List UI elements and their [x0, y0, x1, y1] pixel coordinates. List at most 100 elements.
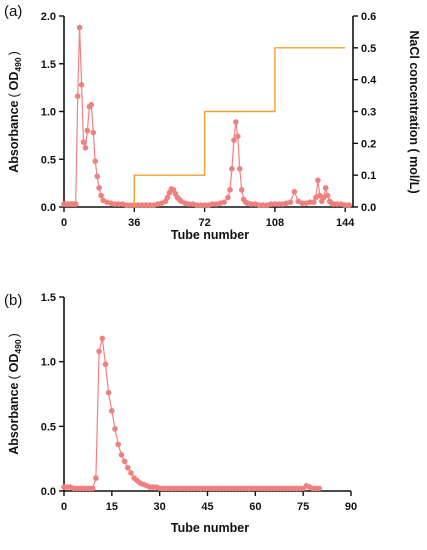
panel-b-label: (b): [4, 292, 22, 309]
panel-a-x-axis-title: Tube number: [171, 228, 249, 242]
absorbance-point: [248, 201, 255, 207]
absorbance-point: [112, 426, 118, 432]
y-tick-label: 1.5: [41, 292, 56, 304]
y2-tick-label: 0.2: [361, 138, 376, 150]
absorbance-point: [94, 173, 100, 180]
absorbance-point: [118, 452, 125, 458]
panel-a-series: [61, 24, 352, 208]
absorbance-point: [316, 485, 322, 492]
absorbance-point: [72, 201, 79, 207]
x-tick-label: 36: [128, 217, 140, 229]
panel-a-chart: (a) 0 36 72 108 144 0.00.51.01.52.0 0.00.10.…: [4, 3, 421, 242]
panel-a-x-ticks: 0 36 72 108 144: [61, 207, 355, 229]
panel-a-label: (a): [4, 3, 22, 20]
absorbance-point: [235, 133, 241, 140]
x-tick-label: 30: [154, 501, 166, 513]
x-tick-label: 72: [198, 217, 210, 229]
nacl-gradient-line: [133, 47, 346, 207]
panel-b-x-axis-title: Tube number: [171, 521, 249, 535]
panel-b-x-ticks: 0 15 30 45 60 75 90: [61, 491, 357, 513]
y2-tick-label: 0.5: [361, 43, 376, 55]
absorbance-point: [112, 201, 118, 207]
absorbance-point: [197, 202, 204, 208]
absorbance-point: [299, 200, 306, 206]
panel-a-y-ticks: 0.0 0.5 1.0 1.5 2.0: [41, 11, 64, 214]
y-tick-label: 0.0: [41, 202, 56, 214]
absorbance-point: [125, 464, 131, 471]
absorbance-point: [186, 201, 192, 207]
y-tick-label: 0.5: [41, 421, 56, 433]
absorbance-point: [80, 139, 87, 145]
absorbance-point: [84, 127, 91, 134]
absorbance-point: [334, 201, 341, 207]
absorbance-point: [139, 202, 145, 208]
panel-b-chart: (b) 0 15 30 45 60 75 90 0.0 0.5 1.0 1.5 Tube numb…: [4, 292, 357, 535]
panel-a-y-axis-title-paren-open: (: [7, 93, 21, 98]
absorbance-point: [201, 202, 208, 208]
absorbance-line: [64, 338, 320, 489]
absorbance-point: [82, 145, 89, 151]
x-tick-label: 60: [249, 501, 261, 513]
absorbance-point: [322, 185, 329, 191]
panel-b-y-axis-title: Absorbance (OD490): [7, 333, 23, 455]
absorbance-point: [346, 202, 352, 208]
absorbance-point: [315, 177, 321, 184]
absorbance-point: [256, 202, 263, 208]
absorbance-point: [123, 202, 130, 208]
y2-tick-label: 0.0: [361, 202, 376, 214]
absorbance-point: [311, 199, 317, 205]
y2-tick-label: 0.4: [361, 75, 377, 87]
x-tick-label: 0: [61, 501, 67, 513]
x-tick-label: 144: [336, 217, 355, 229]
y2-tick-label: 0.6: [361, 11, 376, 23]
y-tick-label: 1.0: [41, 357, 56, 369]
absorbance-point: [272, 201, 278, 207]
absorbance-point: [233, 119, 239, 125]
absorbance-point: [229, 166, 235, 172]
absorbance-line: [64, 27, 350, 206]
absorbance-point: [324, 192, 331, 199]
absorbance-point: [98, 192, 104, 199]
panel-b-y-axis-title-unit: OD: [7, 354, 21, 373]
panel-b-series: [61, 335, 322, 492]
absorbance-point: [135, 202, 141, 208]
panel-a-y2-axis-title: NaCl concentration ( mol/L): [407, 30, 421, 193]
absorbance-point: [89, 485, 96, 492]
absorbance-point: [102, 361, 109, 368]
absorbance-point: [143, 202, 149, 208]
absorbance-point: [268, 201, 274, 207]
absorbance-point: [76, 24, 83, 31]
absorbance-point: [287, 199, 294, 205]
absorbance-point: [93, 475, 99, 481]
panel-a-y-axis-title-main: Absorbance: [7, 100, 21, 172]
x-tick-label: 0: [61, 217, 67, 229]
x-tick-label: 15: [106, 501, 118, 513]
absorbance-point: [209, 201, 216, 207]
absorbance-point: [96, 185, 102, 191]
y-tick-label: 0.5: [41, 154, 56, 166]
x-tick-label: 108: [266, 217, 284, 229]
absorbance-point: [78, 82, 85, 88]
absorbance-point: [260, 202, 267, 208]
absorbance-point: [128, 470, 134, 476]
absorbance-point: [147, 202, 153, 208]
absorbance-point: [276, 201, 282, 207]
x-tick-label: 45: [201, 501, 213, 513]
panel-a-y2-ticks: 0.0 0.1 0.2 0.3 0.4 0.5 0.6: [353, 11, 377, 214]
y2-tick-label: 0.3: [361, 107, 376, 119]
y-tick-label: 1.0: [41, 107, 56, 119]
absorbance-point: [307, 199, 313, 205]
absorbance-point: [121, 458, 128, 465]
absorbance-point: [164, 194, 171, 201]
panel-b-y-axis-title-sub: 490: [13, 339, 23, 353]
absorbance-point: [115, 441, 121, 448]
absorbance-point: [236, 166, 243, 172]
y-tick-label: 1.5: [41, 59, 56, 71]
absorbance-point: [342, 202, 349, 208]
absorbance-point: [115, 201, 122, 207]
absorbance-point: [105, 389, 112, 396]
y2-tick-label: 0.1: [361, 170, 376, 182]
absorbance-point: [231, 137, 237, 143]
panel-b-y-ticks: 0.0 0.5 1.0 1.5: [41, 292, 64, 498]
